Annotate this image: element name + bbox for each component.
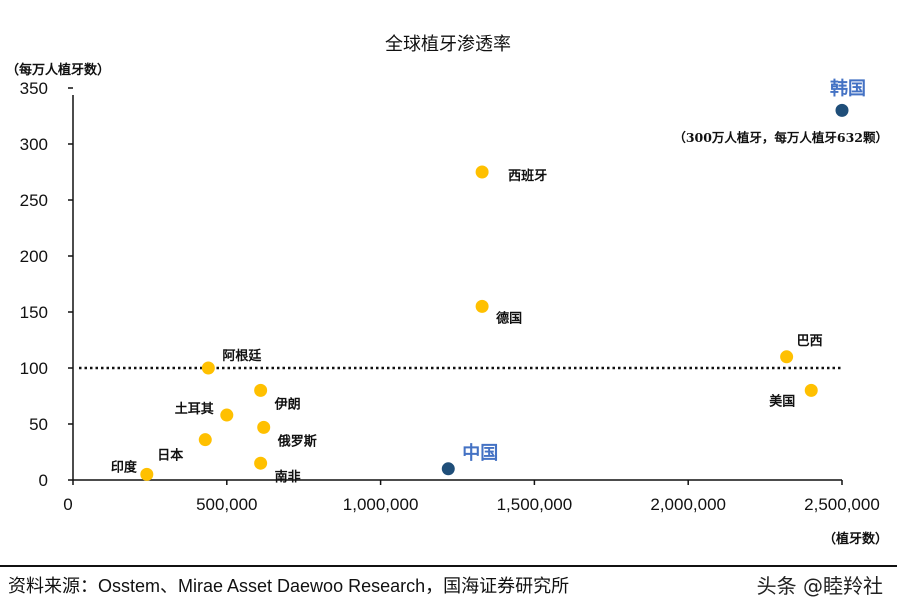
point-label: 阿根廷 [222, 348, 262, 364]
point-label: 俄罗斯 [277, 433, 317, 449]
x-tick-label: 500,000 [196, 495, 257, 514]
point-label: 巴西 [797, 334, 823, 349]
y-tick-label: 250 [20, 191, 48, 210]
data-point [780, 350, 794, 364]
x-tick-label: 1,500,000 [497, 495, 573, 514]
chart-title: 全球植牙渗透率 [385, 34, 511, 55]
point-label: 西班牙 [508, 168, 547, 184]
y-tick-label: 100 [20, 359, 48, 378]
x-tick-label: 2,000,000 [650, 495, 726, 514]
y-axis-label: （每万人植牙数） [6, 62, 110, 78]
data-point [201, 361, 215, 375]
data-point [475, 165, 489, 179]
point-label: 土耳其 [175, 401, 214, 417]
korea-annotation: （300万人植牙，每万人植牙632颗） [673, 130, 888, 145]
data-point [835, 103, 849, 117]
x-tick-label: 1,000,000 [343, 495, 419, 514]
y-tick-label: 0 [39, 471, 48, 490]
data-point [441, 462, 455, 476]
x-tick-label: 2,500,000 [804, 495, 880, 514]
y-tick-label: 350 [20, 79, 48, 98]
point-label: 伊朗 [274, 396, 301, 412]
footer-divider [0, 565, 897, 567]
point-label: 韩国 [830, 77, 866, 99]
y-tick-label: 300 [20, 135, 48, 154]
y-tick-label: 150 [20, 303, 48, 322]
data-point [475, 299, 489, 313]
point-label: 美国 [769, 393, 795, 409]
data-point [804, 383, 818, 397]
y-tick-label: 50 [29, 415, 48, 434]
point-label: 日本 [157, 448, 183, 464]
point-label: 印度 [111, 459, 138, 475]
data-point [257, 420, 271, 434]
point-label: 中国 [462, 442, 498, 464]
point-label: 南非 [275, 469, 301, 485]
scatter-chart: 全球植牙渗透率 （每万人植牙数） （植牙数） 0 50 100 150 200 250 30… [6, 34, 888, 547]
data-point [198, 433, 212, 447]
data-point [140, 467, 154, 481]
x-axis-label: （植牙数） [823, 531, 888, 547]
x-tick-label: 0 [63, 495, 72, 514]
point-label: 德国 [496, 310, 522, 326]
watermark: 头条 @睦羚社 [756, 574, 883, 598]
data-point [254, 383, 268, 397]
data-point [220, 408, 234, 422]
source-note: 资料来源：Osstem、Mirae Asset Daewoo Research，… [8, 576, 570, 596]
data-point [254, 456, 268, 470]
y-tick-label: 200 [20, 247, 48, 266]
